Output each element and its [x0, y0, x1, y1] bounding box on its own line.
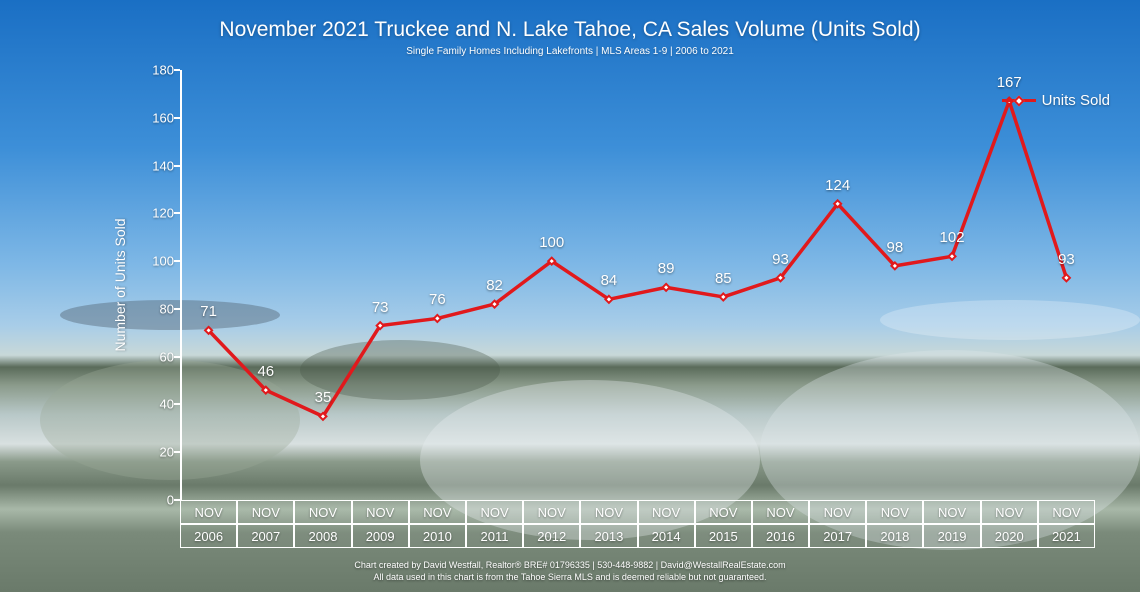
data-label: 35 — [315, 389, 332, 406]
data-label: 46 — [257, 363, 274, 380]
y-tick-label: 180 — [152, 63, 174, 78]
data-marker-icon — [434, 315, 441, 322]
y-tick-label: 140 — [152, 158, 174, 173]
data-marker-icon — [548, 258, 555, 265]
data-label: 124 — [825, 177, 850, 194]
x-axis-year-cell: 2016 — [752, 524, 809, 548]
data-label: 89 — [658, 260, 675, 277]
y-tick-mark — [174, 403, 180, 405]
y-tick-label: 160 — [152, 110, 174, 125]
data-label: 100 — [539, 234, 564, 251]
x-axis-month-cell: NOV — [809, 500, 866, 524]
x-axis-year-cell: 2012 — [523, 524, 580, 548]
y-tick-label: 20 — [160, 445, 174, 460]
y-tick-mark — [174, 69, 180, 71]
data-label: 84 — [601, 272, 618, 289]
data-marker-icon — [891, 262, 898, 269]
data-marker-icon — [262, 387, 269, 394]
x-axis-month-cell: NOV — [752, 500, 809, 524]
x-axis-year-cell: 2015 — [695, 524, 752, 548]
data-label: 93 — [772, 251, 789, 268]
y-tick-mark — [174, 451, 180, 453]
data-marker-icon — [949, 253, 956, 260]
chart-canvas: November 2021 Truckee and N. Lake Tahoe,… — [0, 0, 1140, 592]
data-marker-icon — [377, 322, 384, 329]
chart-subtitle: Single Family Homes Including Lakefronts… — [0, 46, 1140, 57]
data-marker-icon — [777, 274, 784, 281]
x-axis-month-cell: NOV — [352, 500, 409, 524]
x-axis-month-cell: NOV — [294, 500, 351, 524]
data-label: 76 — [429, 291, 446, 308]
data-label: 98 — [887, 239, 904, 256]
x-axis-month-cell: NOV — [695, 500, 752, 524]
x-axis-year-cell: 2014 — [638, 524, 695, 548]
y-tick-label: 0 — [167, 493, 174, 508]
data-marker-icon — [1063, 274, 1070, 281]
chart-title: November 2021 Truckee and N. Lake Tahoe,… — [0, 18, 1140, 42]
x-axis-month-cell: NOV — [466, 500, 523, 524]
x-axis-month-cell: NOV — [180, 500, 237, 524]
y-tick-label: 40 — [160, 397, 174, 412]
legend-label: Units Sold — [1042, 92, 1110, 109]
y-tick-label: 100 — [152, 254, 174, 269]
data-marker-icon — [319, 413, 326, 420]
x-axis-year-cell: 2013 — [580, 524, 637, 548]
data-marker-icon — [491, 301, 498, 308]
y-tick-label: 120 — [152, 206, 174, 221]
x-axis-month-cell: NOV — [523, 500, 580, 524]
x-axis-month-cell: NOV — [981, 500, 1038, 524]
data-label: 71 — [200, 303, 217, 320]
data-marker-icon — [605, 296, 612, 303]
x-axis-month-cell: NOV — [409, 500, 466, 524]
legend-marker-icon — [1013, 95, 1024, 106]
plot-area: 0204060801001201401601807146357376821008… — [180, 70, 1095, 500]
y-tick-label: 80 — [160, 301, 174, 316]
y-axis-label: Number of Units Sold — [112, 218, 128, 351]
x-axis-year-cell: 2009 — [352, 524, 409, 548]
series-line — [209, 101, 1067, 416]
data-label: 102 — [940, 229, 965, 246]
x-axis-year-cell: 2017 — [809, 524, 866, 548]
x-axis-year-cell: 2006 — [180, 524, 237, 548]
x-axis-year-cell: 2007 — [237, 524, 294, 548]
y-tick-mark — [174, 212, 180, 214]
data-label: 85 — [715, 270, 732, 287]
data-marker-icon — [720, 293, 727, 300]
x-axis-month-cell: NOV — [237, 500, 294, 524]
footer-line-2: All data used in this chart is from the … — [0, 572, 1140, 584]
x-axis-year-cell: 2019 — [923, 524, 980, 548]
data-marker-icon — [834, 200, 841, 207]
footer-line-1: Chart created by David Westfall, Realtor… — [0, 560, 1140, 572]
y-tick-mark — [174, 165, 180, 167]
x-axis-year-cell: 2018 — [866, 524, 923, 548]
y-tick-label: 60 — [160, 349, 174, 364]
chart-footer: Chart created by David Westfall, Realtor… — [0, 560, 1140, 583]
data-label: 93 — [1058, 251, 1075, 268]
x-axis-month-cell: NOV — [638, 500, 695, 524]
line-series-layer — [180, 70, 1095, 500]
data-label: 167 — [997, 74, 1022, 91]
y-tick-mark — [174, 260, 180, 262]
legend-line-sample — [1002, 99, 1036, 102]
legend: Units Sold — [1002, 92, 1110, 109]
data-label: 82 — [486, 277, 503, 294]
x-axis-month-cell: NOV — [866, 500, 923, 524]
x-axis-year-cell: 2010 — [409, 524, 466, 548]
x-axis-year-cell: 2008 — [294, 524, 351, 548]
x-axis-month-cell: NOV — [580, 500, 637, 524]
y-tick-mark — [174, 308, 180, 310]
data-marker-icon — [663, 284, 670, 291]
data-label: 73 — [372, 299, 389, 316]
x-axis-month-cell: NOV — [923, 500, 980, 524]
x-axis-year-cell: 2021 — [1038, 524, 1095, 548]
x-axis-year-cell: 2011 — [466, 524, 523, 548]
y-tick-mark — [174, 356, 180, 358]
x-axis-year-cell: 2020 — [981, 524, 1038, 548]
x-axis-month-cell: NOV — [1038, 500, 1095, 524]
data-marker-icon — [205, 327, 212, 334]
y-tick-mark — [174, 117, 180, 119]
